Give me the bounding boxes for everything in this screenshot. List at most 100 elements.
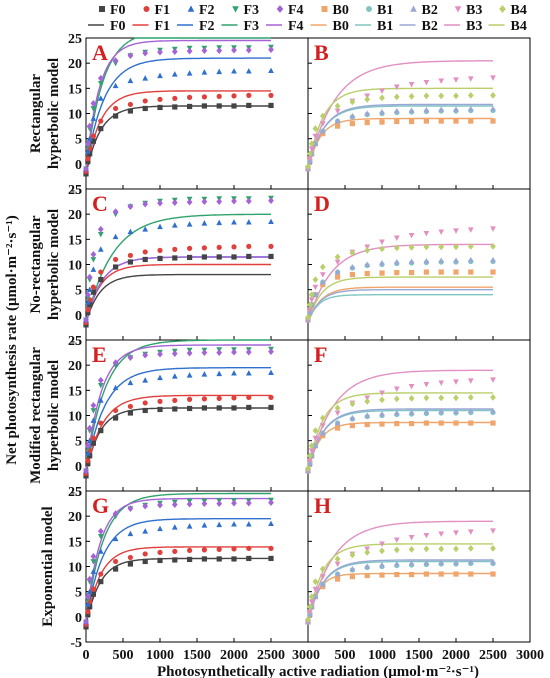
- data-point-G-F2: [127, 530, 134, 537]
- data-point-H-B3: [467, 529, 474, 535]
- data-point-F-B2: [334, 419, 341, 426]
- data-point-G-F2: [268, 520, 274, 527]
- data-point-A-F2: [245, 68, 252, 74]
- data-point-A-F4: [201, 47, 208, 54]
- legend-marker-B2: [410, 5, 417, 12]
- legend-marker-F3: [232, 6, 239, 13]
- data-point-E-F4: [83, 467, 89, 475]
- data-point-H-B0: [468, 571, 474, 577]
- y-tick-label: -5: [70, 485, 82, 500]
- data-point-A-F0: [157, 104, 163, 111]
- y-tick-label: 20: [68, 208, 82, 223]
- row-label-line1: Exponential model: [40, 506, 56, 626]
- legend-line-label-F1: F1: [155, 19, 171, 34]
- data-point-C-F0: [172, 255, 178, 261]
- data-point-G-F0: [127, 561, 133, 567]
- data-point-C-F2: [201, 220, 208, 226]
- data-point-G-F2: [84, 601, 91, 607]
- data-point-C-F0: [142, 256, 148, 263]
- fit-curve-A-F1: [85, 90, 271, 172]
- data-point-E-F3: [97, 382, 104, 389]
- data-point-F-B3: [312, 435, 319, 442]
- data-point-G-F4: [90, 553, 97, 560]
- x-tick-label-right: 1000: [368, 648, 396, 663]
- data-point-G-F0: [231, 556, 237, 562]
- data-point-C-F1: [85, 307, 91, 313]
- data-point-H-B2: [334, 570, 341, 577]
- panel-frame-G: [85, 490, 309, 643]
- data-point-C-F1: [187, 245, 193, 251]
- data-point-G-F4: [112, 510, 119, 518]
- fit-curve-C-F3: [85, 213, 271, 323]
- data-point-E-F2: [112, 384, 119, 391]
- data-point-E-F2: [86, 437, 93, 444]
- data-point-F-B0: [423, 420, 429, 426]
- data-point-H-B3: [438, 531, 445, 537]
- data-point-F-B0: [364, 421, 370, 428]
- data-point-E-F4: [201, 349, 208, 356]
- x-tick-label-right: 2000: [442, 648, 470, 663]
- x-tick-label-right: 2500: [479, 648, 507, 663]
- data-point-A-F4: [90, 100, 97, 107]
- panel-letter-A: A: [92, 40, 108, 65]
- data-point-D-B2: [364, 261, 371, 267]
- data-point-E-F0: [98, 428, 104, 434]
- data-point-D-B2: [393, 258, 400, 265]
- x-tick-label-left: 0: [83, 648, 90, 663]
- y-tick-label: 5: [75, 586, 82, 601]
- data-point-B-B0: [335, 123, 341, 129]
- data-point-C-F2: [127, 228, 134, 235]
- y-tick-label: 25: [68, 32, 82, 47]
- data-point-G-F0: [142, 558, 148, 565]
- data-point-G-F0: [90, 591, 96, 597]
- data-point-D-B4: [453, 243, 459, 251]
- data-point-E-F1: [216, 395, 222, 401]
- legend-line-label-B3: B3: [466, 19, 482, 34]
- legend-marker-B1: [366, 6, 372, 12]
- data-point-D-B0: [394, 269, 400, 276]
- data-point-A-F1: [216, 93, 222, 99]
- data-point-D-B0: [349, 271, 355, 278]
- fit-curve-D-B3: [307, 243, 493, 323]
- data-point-E-F4: [127, 354, 134, 361]
- data-point-A-F1: [85, 156, 91, 162]
- data-point-F-B0: [379, 421, 385, 427]
- fit-curve-H-B2: [307, 559, 493, 623]
- fit-curve-G-F0: [85, 557, 271, 626]
- data-point-H-B2: [319, 580, 326, 587]
- data-point-H-B3: [379, 541, 385, 547]
- data-point-A-F4: [245, 46, 252, 54]
- x-tick-label-left: 2500: [257, 648, 285, 663]
- data-point-H-B4: [349, 551, 356, 559]
- x-tick-label-left: 1000: [146, 648, 174, 663]
- data-point-A-F1: [201, 94, 207, 100]
- data-point-A-F0: [231, 103, 237, 109]
- data-point-F-B4: [312, 427, 319, 434]
- data-point-C-F2: [142, 226, 149, 232]
- data-point-G-F4: [245, 499, 252, 507]
- data-point-H-B3: [490, 528, 496, 534]
- data-point-D-B2: [467, 256, 474, 263]
- panel-frame-A: [85, 37, 309, 190]
- data-point-F-B4: [453, 394, 459, 402]
- data-point-H-B2: [453, 559, 459, 565]
- data-point-F-B4: [319, 414, 326, 422]
- data-point-C-F2: [216, 219, 223, 226]
- data-point-D-B3: [306, 307, 313, 313]
- data-point-F-B3: [490, 377, 496, 383]
- fit-curve-B-B4: [307, 87, 493, 170]
- data-point-G-F1: [246, 545, 252, 551]
- data-point-E-F0: [201, 405, 207, 411]
- data-point-A-F3: [90, 106, 97, 112]
- data-point-A-F0: [87, 151, 93, 157]
- y-tick-label: 5: [75, 435, 82, 450]
- data-point-A-F4: [231, 46, 237, 54]
- data-point-F-B0: [335, 425, 341, 431]
- data-point-B-B3: [423, 79, 430, 86]
- data-point-B-B3: [312, 133, 319, 140]
- data-point-D-B2: [423, 257, 430, 264]
- data-point-E-F4: [84, 442, 91, 450]
- fit-curve-D-B2: [307, 289, 493, 323]
- y-tick-label: 10: [68, 108, 82, 123]
- panel-G: -5 0 5 10 15 20 25 G: [68, 485, 309, 651]
